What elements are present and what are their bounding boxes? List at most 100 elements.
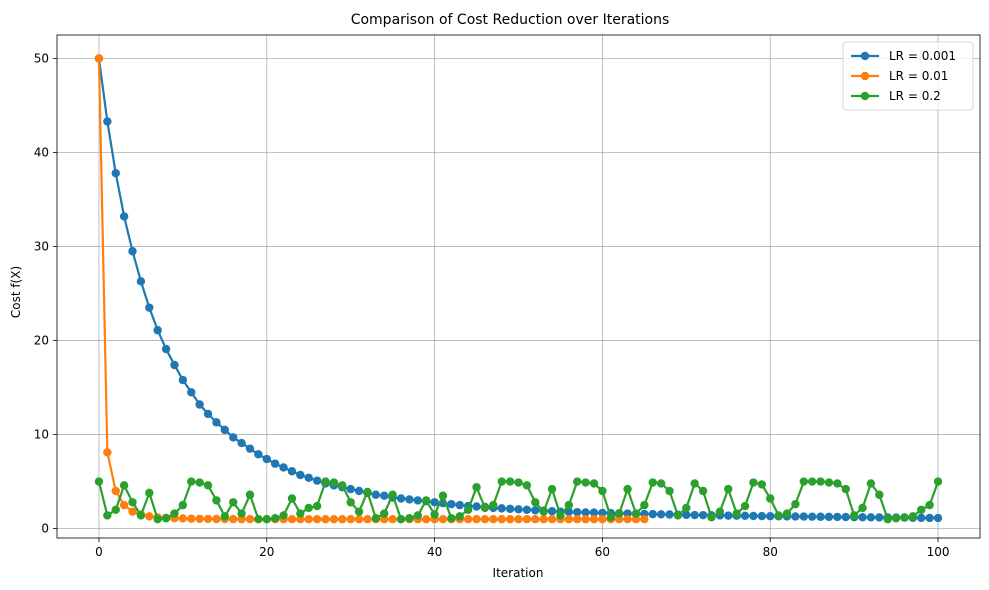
data-point xyxy=(690,479,699,488)
data-point xyxy=(153,514,162,524)
data-point xyxy=(170,360,179,370)
y-tick-label: 0 xyxy=(41,522,49,536)
legend-label: LR = 0.001 xyxy=(889,49,956,63)
data-point xyxy=(883,514,892,524)
data-point xyxy=(933,513,943,523)
data-point xyxy=(220,512,230,521)
data-point xyxy=(472,514,481,524)
data-point xyxy=(354,507,364,516)
data-point xyxy=(774,511,783,520)
data-point xyxy=(925,500,934,510)
data-point xyxy=(329,514,339,524)
data-point xyxy=(363,514,372,524)
data-point xyxy=(598,486,607,496)
data-point xyxy=(187,477,196,486)
data-point xyxy=(589,514,599,524)
y-axis-label: Cost f(X) xyxy=(9,266,23,318)
data-point xyxy=(539,507,548,516)
data-point xyxy=(229,433,238,442)
data-point xyxy=(707,513,716,522)
data-point xyxy=(396,514,406,524)
data-point xyxy=(103,511,112,520)
data-point xyxy=(237,438,246,448)
data-point xyxy=(447,514,456,523)
data-point xyxy=(505,477,515,486)
data-point xyxy=(153,326,162,335)
data-point xyxy=(128,247,137,256)
data-point xyxy=(94,477,104,486)
plot-frame xyxy=(56,34,981,539)
data-point xyxy=(833,512,842,522)
data-point xyxy=(682,510,691,520)
data-point xyxy=(640,514,649,524)
data-point xyxy=(161,344,171,354)
data-point xyxy=(522,481,532,490)
data-point xyxy=(270,459,280,468)
data-point xyxy=(346,514,355,524)
data-point xyxy=(472,483,481,492)
data-point xyxy=(791,512,800,521)
data-point xyxy=(287,494,297,503)
data-point xyxy=(623,484,632,494)
data-point xyxy=(111,169,120,178)
data-point xyxy=(858,513,867,522)
data-point xyxy=(371,490,381,499)
data-point xyxy=(866,513,876,522)
data-point xyxy=(522,505,532,514)
data-point xyxy=(212,514,221,524)
data-point xyxy=(203,409,213,419)
data-point xyxy=(438,491,448,500)
data-point xyxy=(128,498,137,507)
data-point xyxy=(682,503,691,513)
data-point xyxy=(589,479,599,488)
data-point xyxy=(396,494,406,503)
data-point xyxy=(531,506,540,515)
data-point xyxy=(405,514,414,523)
data-point xyxy=(178,514,188,523)
data-point xyxy=(329,478,339,487)
x-tick-label: 80 xyxy=(763,545,778,559)
data-point xyxy=(824,478,834,487)
data-point xyxy=(254,514,263,524)
data-point xyxy=(698,486,708,496)
legend: LR = 0.001 LR = 0.01 LR = 0.2 xyxy=(842,41,974,111)
data-point xyxy=(237,509,246,518)
data-point xyxy=(380,509,389,518)
data-point xyxy=(841,512,850,522)
data-point xyxy=(673,511,683,520)
series-2 xyxy=(94,54,649,524)
data-point xyxy=(875,513,884,522)
x-tick-label: 40 xyxy=(427,545,442,559)
data-point xyxy=(690,510,699,520)
y-tick-label: 30 xyxy=(34,240,49,254)
data-point xyxy=(833,479,842,488)
legend-box xyxy=(842,41,974,111)
data-point xyxy=(463,514,473,524)
data-point xyxy=(531,514,540,524)
x-tick-label: 20 xyxy=(259,545,274,559)
data-point xyxy=(111,486,120,496)
data-point xyxy=(388,490,397,499)
data-point xyxy=(623,514,632,524)
x-tick-label: 100 xyxy=(927,545,950,559)
data-point xyxy=(656,479,666,488)
data-point xyxy=(254,450,263,459)
data-point xyxy=(858,503,867,513)
y-tick-label: 10 xyxy=(34,428,49,442)
data-point xyxy=(312,476,322,485)
data-point xyxy=(749,478,758,487)
data-point xyxy=(665,510,674,519)
data-point xyxy=(631,509,641,518)
data-point xyxy=(573,477,582,486)
data-point xyxy=(304,503,313,513)
data-point xyxy=(136,277,146,286)
data-point xyxy=(413,496,423,505)
data-point xyxy=(270,514,280,523)
data-point xyxy=(556,511,565,520)
data-point xyxy=(614,509,624,518)
data-point xyxy=(119,481,129,490)
data-point xyxy=(648,478,657,487)
grid-lines xyxy=(57,35,980,538)
data-point xyxy=(766,494,775,503)
data-point xyxy=(514,478,523,487)
